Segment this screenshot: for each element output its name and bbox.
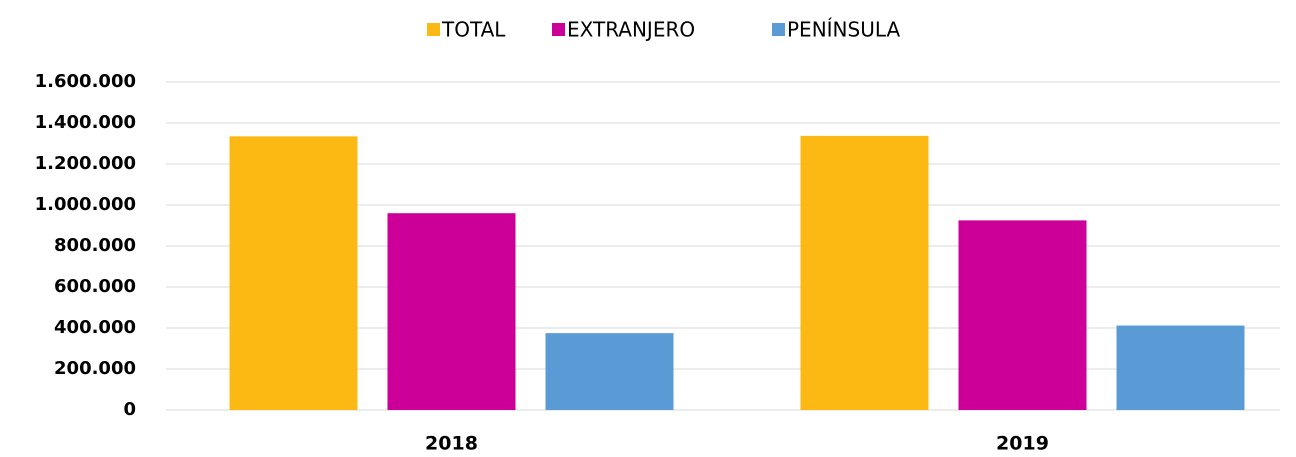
legend-swatch (427, 23, 440, 36)
y-tick-label: 0 (123, 399, 136, 420)
y-tick-label: 1.600.000 (35, 71, 136, 92)
legend-swatch (552, 23, 565, 36)
y-tick-label: 1.000.000 (35, 194, 136, 215)
y-tick-label: 400.000 (54, 317, 136, 338)
y-tick-label: 1.400.000 (35, 112, 136, 133)
bar (958, 220, 1087, 410)
bar (545, 333, 674, 410)
y-tick-label: 600.000 (54, 276, 136, 297)
legend-label: PENÍNSULA (787, 18, 900, 42)
bar (1116, 325, 1245, 410)
y-tick-label: 800.000 (54, 235, 136, 256)
x-tick-label: 2019 (996, 433, 1049, 455)
y-tick-label: 1.200.000 (35, 153, 136, 174)
bar (229, 136, 358, 410)
bar (800, 135, 929, 411)
legend-swatch (772, 23, 785, 36)
legend-label: EXTRANJERO (567, 18, 695, 42)
legend-label: TOTAL (441, 18, 506, 42)
y-tick-label: 200.000 (54, 358, 136, 379)
x-tick-label: 2018 (425, 433, 478, 455)
bar (387, 213, 516, 410)
